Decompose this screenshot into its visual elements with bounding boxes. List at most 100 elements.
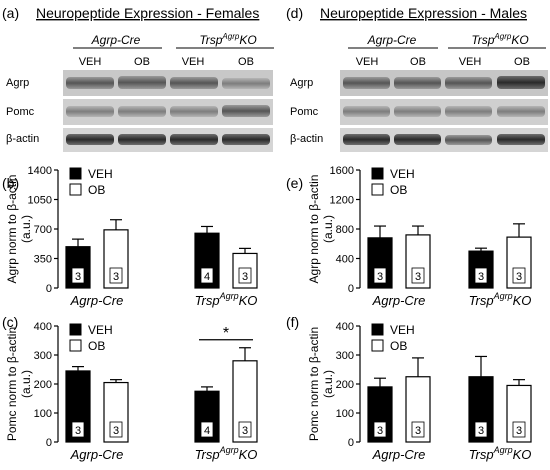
lane-label: VEH [79,56,102,68]
lane-label: OB [134,56,150,68]
n-label-box [238,267,252,284]
y-tick-label: 400 [34,321,52,333]
y-tick-label: 0 [46,437,52,449]
n-label-box [109,267,123,284]
n-label: 3 [415,271,421,283]
panel-label-c: (c) [2,314,18,330]
y-tick-label: 1200 [330,195,354,207]
y-tick-label: 0 [348,437,354,449]
legend-label: VEH [88,167,113,181]
blot-band [343,134,390,145]
y-tick-label: 300 [34,350,52,362]
blot-panel-females: (a) Neuropeptide Expression - Females Ag… [2,5,274,152]
blot-band [343,77,390,89]
blot-band [394,77,441,89]
blot-band [394,134,441,145]
blot-row-label: Agrp [6,77,29,89]
panel-label-f: (f) [286,314,299,330]
bar-veh [367,237,393,289]
legend-swatch-veh [371,323,384,336]
y-tick-label: 0 [348,283,354,295]
y-tick-label: 350 [34,254,52,266]
n-label: 3 [516,271,522,283]
x-group-label: TrspAgrpKO [195,291,258,308]
y-tick-label: 300 [336,350,354,362]
n-label: 4 [204,271,210,283]
y-tick-label: 100 [336,408,354,420]
n-label: 3 [75,271,81,283]
n-label-box [373,267,387,284]
x-group-label: Agrp-Cre [70,293,124,308]
blot-band [66,134,114,145]
n-label: 3 [113,271,119,283]
n-label: 3 [478,425,484,437]
legend-swatch-ob [69,183,82,196]
blot-band [445,77,492,89]
n-label: 3 [242,425,248,437]
y-axis-label: Agrp norm to β-actin [307,175,321,284]
blot-band [497,76,545,89]
panel-label-a: (a) [2,5,19,21]
n-label-box [474,421,488,438]
group-label-agrp-cre: Agrp-Cre [367,33,417,47]
chart-f: 0 100 200 300 400 Pomc norm to β-actin (a.u.) 3… [307,321,532,462]
blot-band [445,135,492,145]
y-tick-label: 1400 [28,165,52,177]
n-label: 3 [242,271,248,283]
n-label-box [238,421,252,438]
chart-c: 0 100 200 300 400 Pomc norm to β-actin (a.u.) 3… [5,321,258,462]
legend-swatch-ob [69,339,82,352]
y-axis-label-units: (a.u.) [321,215,335,243]
y-tick-label: 800 [336,224,354,236]
significance-marker: * [223,325,229,342]
n-label-box [474,267,488,284]
n-label: 3 [113,425,119,437]
legend-swatch-veh [69,323,82,336]
blot-band [170,106,218,117]
legend-label: VEH [88,323,113,337]
n-label-box [200,267,214,284]
y-axis-label-units: (a.u.) [19,215,33,243]
n-label: 3 [377,425,383,437]
blot-band [222,134,270,145]
panel-label-e: (e) [286,175,303,191]
legend-label: OB [390,339,407,353]
n-label-box [411,421,425,438]
x-group-label: TrspAgrpKO [469,291,532,308]
n-label: 3 [516,425,522,437]
n-label: 4 [204,425,210,437]
bar-veh [468,376,494,443]
n-label-box [109,421,123,438]
n-label-box [71,267,85,284]
n-label: 3 [478,271,484,283]
group-label-agrp-cre: Agrp-Cre [91,33,141,47]
y-axis-label: Pomc norm to β-actin [5,327,19,441]
blot-band [394,106,441,117]
legend-swatch-ob [371,183,384,196]
y-axis-label: Pomc norm to β-actin [307,327,321,441]
y-axis-label-units: (a.u.) [19,370,33,398]
y-axis-label: Agrp norm to β-actin [5,175,19,284]
blot-band [66,106,114,117]
chart-e: 0 400 800 1200 1600 Agrp norm to β-actin (a.u.… [307,165,532,308]
legend-label: VEH [390,323,415,337]
x-group-label: TrspAgrpKO [469,445,532,462]
panel-label-b: (b) [2,175,19,191]
group-label-trsp-ko: TrspAgrpKO [471,32,528,47]
blot-row-label: β-actin [290,133,323,145]
legend-swatch-veh [371,167,384,180]
lane-label: OB [514,56,530,68]
x-group-label: TrspAgrpKO [195,445,258,462]
y-tick-label: 100 [34,408,52,420]
blot-row-label: Pomc [290,106,319,118]
y-tick-label: 1050 [28,195,52,207]
blot-row-label: β-actin [6,133,39,145]
legend-label: OB [390,183,407,197]
blot-panel-males: (d) Neuropeptide Expression - Males Agrp… [286,5,548,152]
lane-label: VEH [459,56,482,68]
y-tick-label: 400 [336,321,354,333]
legend-label: OB [88,183,105,197]
n-label-box [411,267,425,284]
group-label-trsp-ko: TrspAgrpKO [199,32,256,47]
